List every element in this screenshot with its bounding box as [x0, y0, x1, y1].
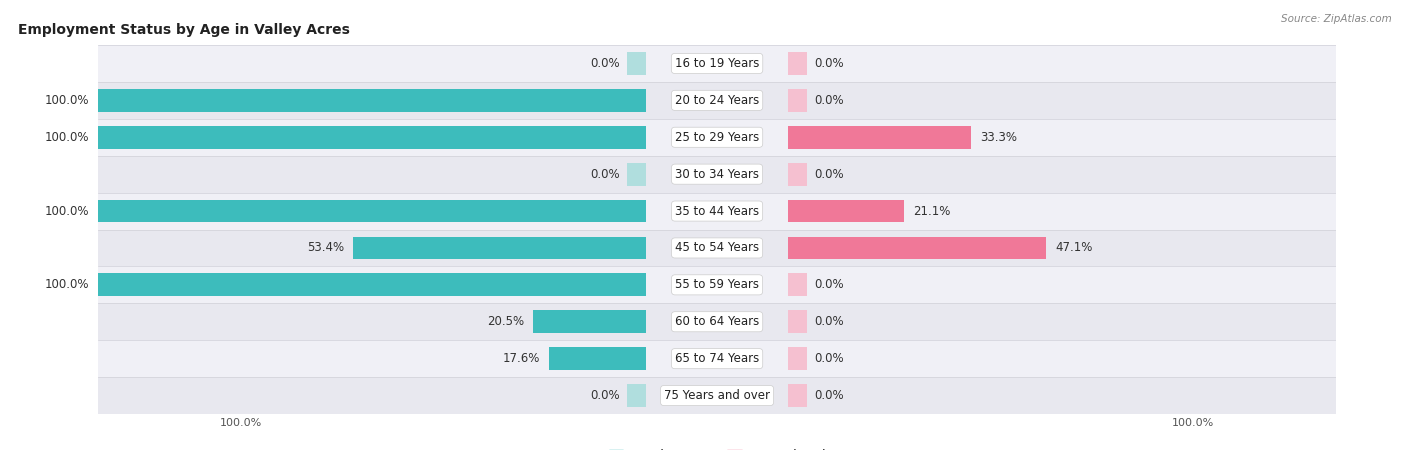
Text: 25 to 29 Years: 25 to 29 Years	[675, 131, 759, 144]
Bar	[533, 310, 645, 333]
Text: 33.3%: 33.3%	[980, 131, 1017, 144]
Text: 60 to 64 Years: 60 to 64 Years	[675, 315, 759, 328]
Text: 20 to 24 Years: 20 to 24 Years	[675, 94, 759, 107]
Bar	[627, 163, 645, 185]
Text: 0.0%: 0.0%	[591, 57, 620, 70]
Text: 21.1%: 21.1%	[914, 205, 950, 217]
Text: Employment Status by Age in Valley Acres: Employment Status by Age in Valley Acres	[18, 23, 350, 37]
Text: 30 to 34 Years: 30 to 34 Years	[675, 168, 759, 180]
Bar	[789, 274, 807, 296]
Text: 75 Years and over: 75 Years and over	[664, 389, 770, 402]
Text: 0.0%: 0.0%	[591, 389, 620, 402]
Text: 47.1%: 47.1%	[1056, 242, 1092, 254]
Text: 17.6%: 17.6%	[502, 352, 540, 365]
Bar	[98, 45, 1336, 82]
Bar	[98, 230, 1336, 266]
Bar	[789, 89, 807, 112]
Bar	[98, 274, 645, 296]
Bar	[789, 237, 1046, 259]
Text: 35 to 44 Years: 35 to 44 Years	[675, 205, 759, 217]
Bar	[789, 126, 970, 148]
Bar	[789, 384, 807, 407]
Text: 0.0%: 0.0%	[814, 315, 844, 328]
Bar	[98, 200, 645, 222]
Bar	[98, 82, 1336, 119]
Bar	[789, 310, 807, 333]
Text: 45 to 54 Years: 45 to 54 Years	[675, 242, 759, 254]
Text: 0.0%: 0.0%	[814, 94, 844, 107]
Text: 0.0%: 0.0%	[814, 57, 844, 70]
Bar	[789, 347, 807, 370]
Bar	[789, 52, 807, 75]
Bar	[627, 52, 645, 75]
Bar	[550, 347, 645, 370]
Text: 0.0%: 0.0%	[814, 168, 844, 180]
Bar	[98, 303, 1336, 340]
Bar	[98, 377, 1336, 414]
Legend: In Labor Force, Unemployed: In Labor Force, Unemployed	[603, 445, 831, 450]
Text: 100.0%: 100.0%	[45, 131, 89, 144]
Text: 100.0%: 100.0%	[45, 94, 89, 107]
Text: 100.0%: 100.0%	[45, 205, 89, 217]
Text: 53.4%: 53.4%	[307, 242, 344, 254]
Text: 100.0%: 100.0%	[45, 279, 89, 291]
Text: 0.0%: 0.0%	[814, 352, 844, 365]
Text: 0.0%: 0.0%	[814, 279, 844, 291]
Bar	[98, 156, 1336, 193]
Bar	[353, 237, 645, 259]
Bar	[789, 163, 807, 185]
Bar	[98, 340, 1336, 377]
Text: Source: ZipAtlas.com: Source: ZipAtlas.com	[1281, 14, 1392, 23]
Bar	[98, 126, 645, 148]
Text: 0.0%: 0.0%	[591, 168, 620, 180]
Bar	[98, 89, 645, 112]
Text: 16 to 19 Years: 16 to 19 Years	[675, 57, 759, 70]
Bar	[627, 384, 645, 407]
Text: 55 to 59 Years: 55 to 59 Years	[675, 279, 759, 291]
Bar	[789, 200, 904, 222]
Text: 20.5%: 20.5%	[486, 315, 524, 328]
Bar	[98, 266, 1336, 303]
Text: 0.0%: 0.0%	[814, 389, 844, 402]
Bar	[98, 193, 1336, 230]
Text: 65 to 74 Years: 65 to 74 Years	[675, 352, 759, 365]
Bar	[98, 119, 1336, 156]
